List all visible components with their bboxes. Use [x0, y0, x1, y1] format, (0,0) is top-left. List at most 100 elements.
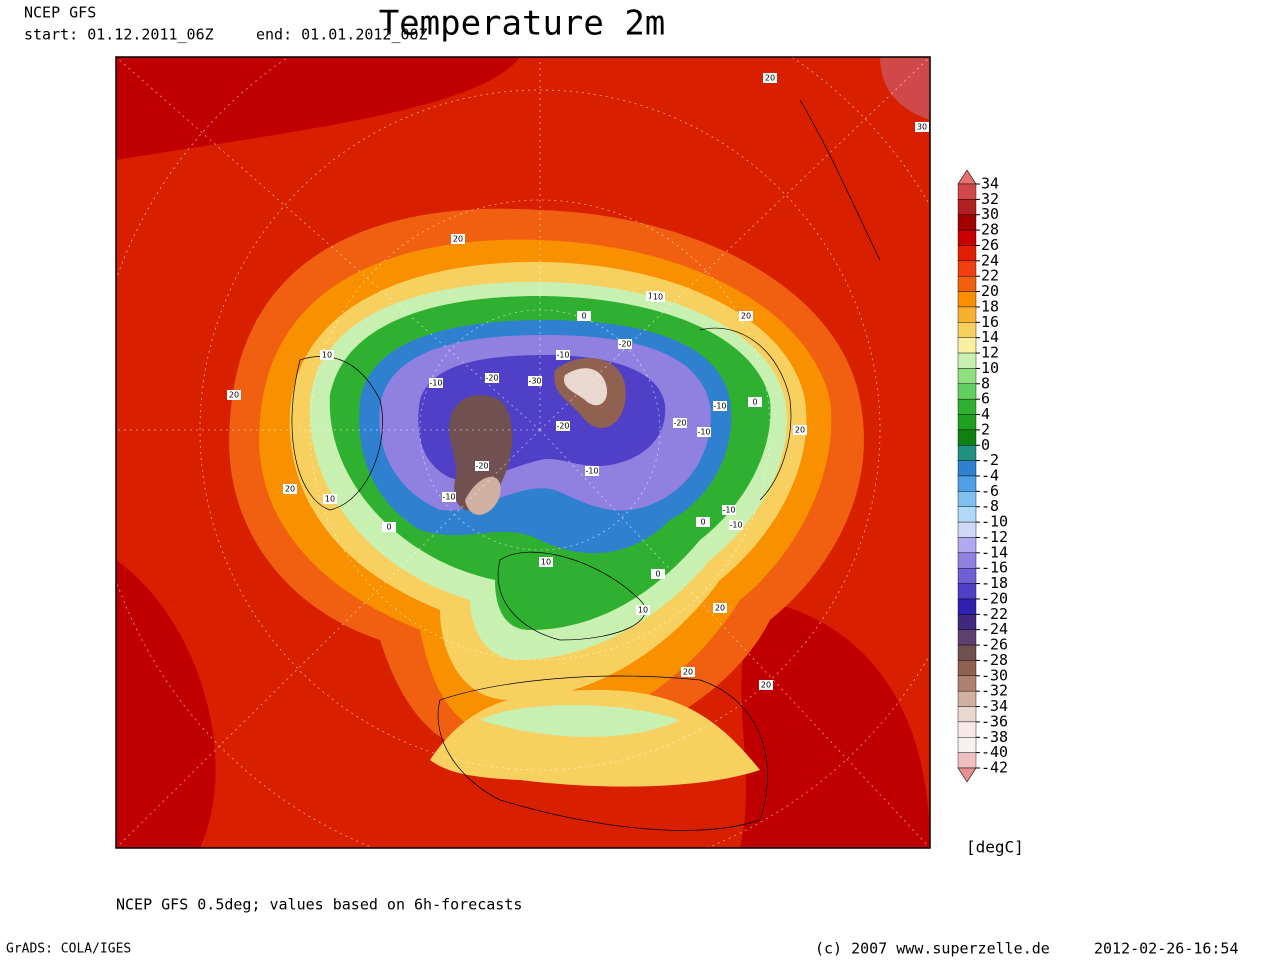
colorbar-band [957, 583, 977, 600]
colorbar-band [957, 199, 977, 215]
colorbar-label: 28 [981, 221, 999, 239]
contour-label-bg [618, 339, 632, 349]
contour-label-bg [696, 517, 710, 527]
colorbar-band [957, 506, 977, 523]
contour-label-bg [697, 427, 711, 437]
contour-label-bg [382, 522, 396, 532]
band [564, 368, 608, 406]
copyright: (c) 2007 www.superzelle.de [815, 940, 1050, 958]
colorbar-cap [957, 169, 977, 185]
end-time: end: 01.01.2012_00Z [256, 26, 428, 44]
colorbar-band [957, 245, 977, 262]
contour-label-bg [539, 557, 553, 567]
contour-label-bg [451, 234, 465, 244]
colorbar-band [957, 322, 977, 338]
warm-patch [880, 57, 930, 120]
colorbar-band [957, 491, 977, 507]
model-name: NCEP GFS [24, 4, 96, 22]
colorbar-label: 0 [981, 436, 990, 454]
colorbar-label: 12 [981, 344, 999, 362]
contour-label: 0 [700, 518, 705, 527]
contour-label-bg [577, 311, 591, 321]
contour-label: 30 [917, 123, 927, 132]
contour-label: -20 [673, 419, 686, 428]
colorbar-label: -40 [981, 743, 1008, 761]
colorbar-label: 26 [981, 236, 999, 254]
colorbar-label: 4 [981, 405, 990, 423]
band [465, 476, 501, 515]
contour-label: 0 [386, 523, 391, 532]
contour-label: 10 [325, 495, 335, 504]
colorbar-band [957, 337, 977, 354]
contour-label: -10 [713, 402, 726, 411]
colorbar-band [957, 306, 977, 323]
contour-label-bg [320, 350, 334, 360]
contour-label-bg [651, 292, 665, 302]
colorbar-label: 14 [981, 328, 999, 346]
contour-label-bg [475, 461, 489, 471]
colorbar-label: 30 [981, 205, 999, 223]
contour-label-bg [429, 378, 443, 388]
contour-label: 10 [653, 293, 663, 302]
contour-label-bg [442, 492, 456, 502]
colorbar-band [957, 260, 977, 277]
warm-patch [740, 600, 930, 848]
colorbar-band [957, 675, 977, 692]
colorbar-label: -32 [981, 682, 1008, 700]
contour-label-bg [585, 466, 599, 476]
contour-label: -10 [697, 428, 710, 437]
colorbar-band [957, 368, 977, 384]
contour-label: 10 [322, 351, 332, 360]
colorbar-band [957, 383, 977, 400]
contour-label: -10 [442, 493, 455, 502]
band [480, 705, 680, 737]
contour-label: -20 [475, 462, 488, 471]
contour-label-bg [673, 418, 687, 428]
colorbar-band [957, 398, 977, 415]
colorbar-band [957, 214, 977, 231]
colorbar-label: -38 [981, 728, 1008, 746]
colorbar-label: 6 [981, 390, 990, 408]
contour-label: 20 [453, 235, 463, 244]
contour-label-bg [722, 505, 736, 515]
timestamp: 2012-02-26-16:54 [1094, 940, 1239, 958]
contour-label: -20 [618, 340, 631, 349]
colorbar-band [957, 521, 977, 538]
contour-label: 20 [765, 74, 775, 83]
contour-label: -20 [556, 422, 569, 431]
contour-label-bg [636, 605, 650, 615]
contour-label: -20 [485, 374, 498, 383]
colorbar-label: -26 [981, 636, 1008, 654]
contour-label-bg [556, 350, 570, 360]
contour-label: 20 [285, 485, 295, 494]
contour-label-bg [651, 569, 665, 579]
colorbar-band [957, 568, 977, 584]
colorbar-band [957, 752, 977, 769]
contour-label: -10 [429, 379, 442, 388]
contour-label-bg [528, 376, 542, 386]
colorbar-band [957, 183, 977, 200]
warm-patch [116, 57, 520, 160]
colorbar-band [957, 644, 977, 661]
contour-label: 20 [715, 604, 725, 613]
contour-label-bg [283, 484, 297, 494]
colorbar-label: 20 [981, 282, 999, 300]
software-credit: GrADS: COLA/IGES [6, 942, 131, 957]
colorbar-label: 16 [981, 313, 999, 331]
colorbar-label: -2 [981, 451, 999, 469]
colorbar-band [957, 291, 977, 308]
colorbar-label: 32 [981, 190, 999, 208]
temperature-field [116, 57, 930, 848]
colorbar-label: -4 [981, 467, 999, 485]
colorbar-band [957, 690, 977, 707]
colorbar-band [957, 598, 977, 615]
contour-label: 0 [752, 398, 757, 407]
contour-label: -10 [729, 521, 742, 530]
colorbar-label: -12 [981, 528, 1008, 546]
colorbar-band [957, 352, 977, 369]
colorbar-cap [957, 767, 977, 783]
contour-label: 10 [541, 558, 551, 567]
contour-label: 20 [683, 668, 693, 677]
contour-label-bg [739, 311, 753, 321]
contour-label: 10 [638, 606, 648, 615]
